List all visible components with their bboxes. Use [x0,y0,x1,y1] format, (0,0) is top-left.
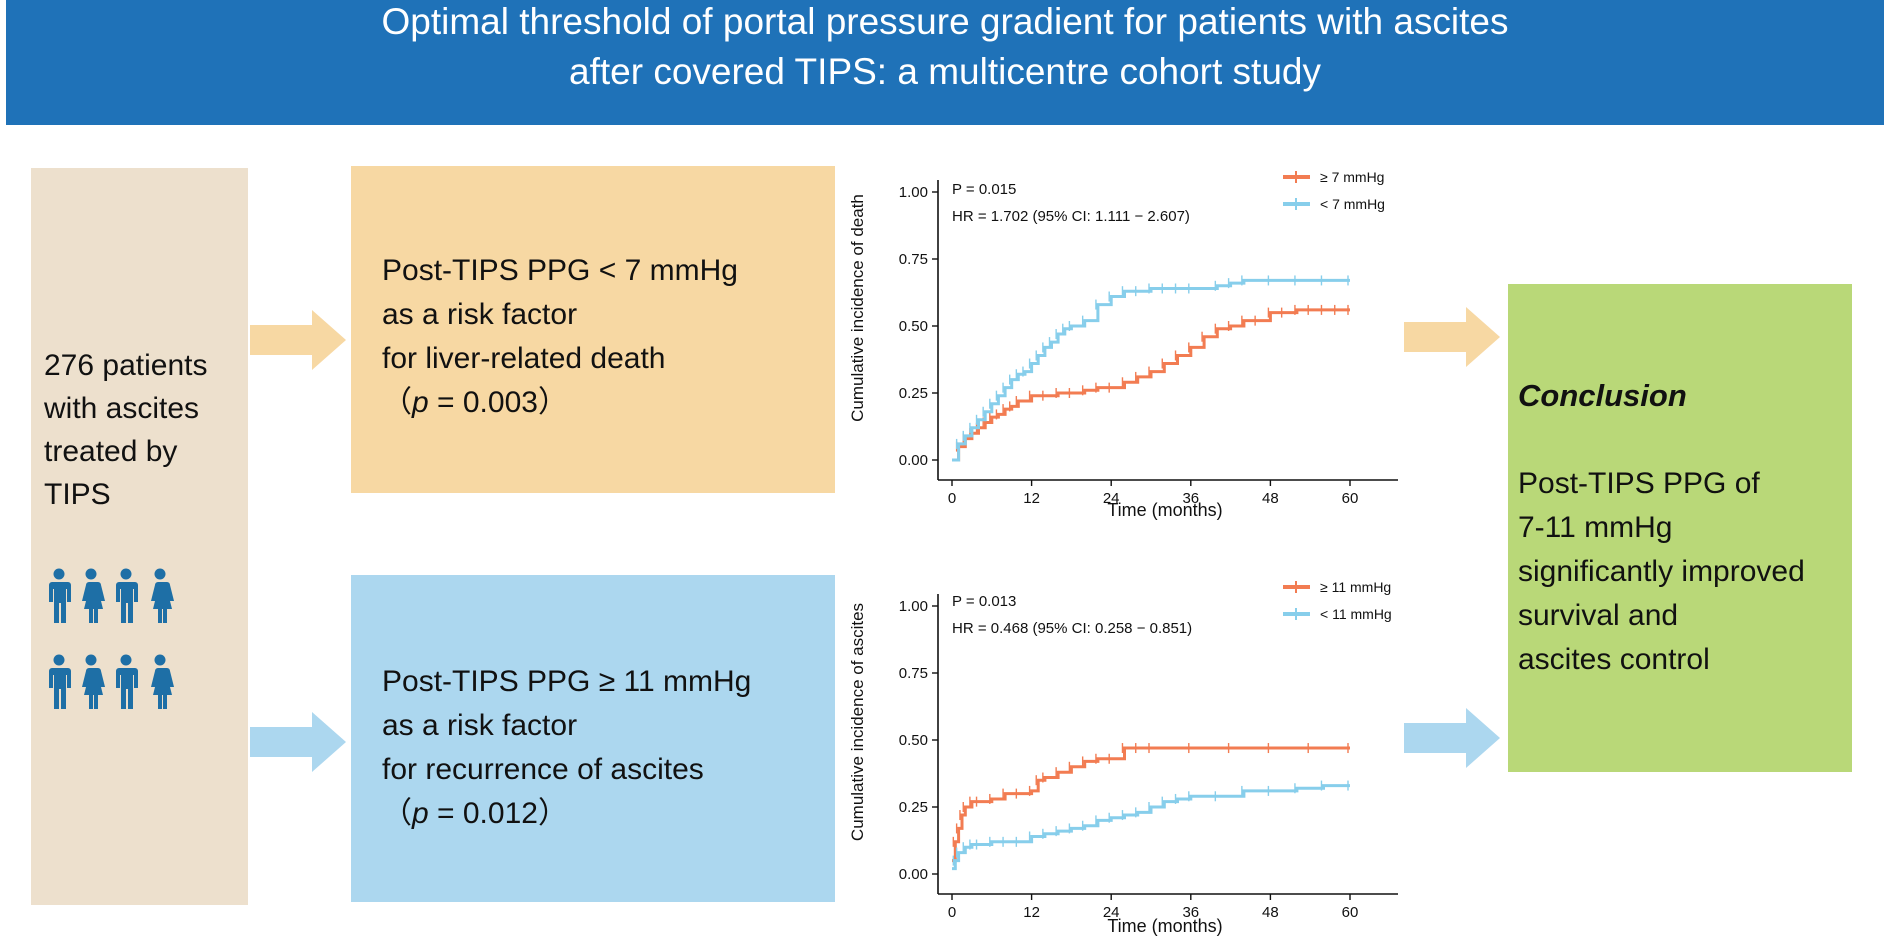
finding-death-text: Post-TIPS PPG < 7 mmHg as a risk factor … [382,249,738,425]
y-tick-label: 1.00 [899,598,928,615]
finding-line: Post-TIPS PPG ≥ 11 mmHg [382,665,752,698]
arrow-right-icon [1404,708,1500,768]
finding-ascites-text: Post-TIPS PPG ≥ 11 mmHg as a risk factor… [382,660,751,836]
p-value: （p = 0.012） [382,797,568,830]
cohort-panel [31,168,248,905]
y-axis-label: Cumulative incidence of death [848,194,867,422]
conclusion-line: survival and [1518,599,1679,632]
x-axis-label: Time (months) [1107,916,1222,936]
x-tick-label: 0 [948,904,956,921]
arrow-right-icon [1404,307,1500,367]
y-tick-label: 0.25 [899,385,928,402]
y-tick-label: 1.00 [899,184,928,201]
x-tick-label: 36 [1182,904,1199,921]
x-tick-label: 0 [948,490,956,507]
arrow-right-icon [250,310,346,370]
finding-line: as a risk factor [382,298,578,331]
ascites-incidence-chart: Cumulative incidence of ascites Time (mo… [848,579,1398,936]
x-tick-label: 60 [1342,490,1359,507]
p-annotation: P = 0.015 [952,181,1016,198]
cohort-line: TIPS [44,478,111,511]
finding-death-box [351,166,835,493]
y-tick-label: 0.25 [899,799,928,816]
series-line-1 [952,784,1350,871]
hr-annotation: HR = 0.468 (95% CI: 0.258 − 0.851) [952,620,1192,637]
finding-line: Post-TIPS PPG < 7 mmHg [382,254,738,287]
x-tick-label: 48 [1262,490,1279,507]
legend-label: < 7 mmHg [1320,196,1385,212]
x-tick-label: 12 [1023,490,1040,507]
death-incidence-chart: Cumulative incidence of death Time (mont… [848,169,1398,520]
conclusion-line: 7-11 mmHg [1518,511,1673,544]
hr-annotation: HR = 1.702 (95% CI: 1.111 − 2.607) [952,208,1190,225]
conclusion-box [1508,284,1852,772]
cohort-line: 276 patients [44,349,208,382]
p-value: （p = 0.003） [382,386,568,419]
series-line-0 [952,746,1350,863]
x-tick-label: 36 [1182,490,1199,507]
arrow-right-icon [250,712,346,772]
title-line-2: after covered TIPS: a multicentre cohort… [569,51,1321,92]
finding-line: for liver-related death [382,342,666,375]
cohort-line: treated by [44,435,178,468]
conclusion-line: Post-TIPS PPG of [1518,467,1760,500]
legend-label: ≥ 7 mmHg [1320,169,1384,185]
y-tick-label: 0.00 [899,452,928,469]
p-annotation: P = 0.013 [952,593,1016,610]
series-line-0 [952,308,1350,462]
x-tick-label: 48 [1262,904,1279,921]
title-line-1: Optimal threshold of portal pressure gra… [381,1,1509,42]
legend-label: < 11 mmHg [1320,606,1392,622]
conclusion-title: Conclusion [1518,378,1687,413]
cohort-line: with ascites [44,392,200,425]
y-tick-label: 0.50 [899,318,928,335]
finding-line: as a risk factor [382,709,578,742]
y-tick-label: 0.50 [899,732,928,749]
people-icon [49,568,174,709]
header-banner: Optimal threshold of portal pressure gra… [6,0,1884,125]
cohort-description: 276 patients with ascites treated by TIP… [44,344,244,516]
finding-ascites-box [351,575,835,902]
x-tick-label: 12 [1023,904,1040,921]
y-tick-label: 0.75 [899,665,928,682]
y-tick-label: 0.00 [899,866,928,883]
y-tick-label: 0.75 [899,251,928,268]
x-tick-label: 24 [1103,490,1120,507]
x-tick-label: 24 [1103,904,1120,921]
x-tick-label: 60 [1342,904,1359,921]
conclusion-line: ascites control [1518,643,1710,676]
legend-label: ≥ 11 mmHg [1320,579,1391,595]
conclusion-text: Post-TIPS PPG of 7-11 mmHg significantly… [1518,462,1858,682]
finding-line: for recurrence of ascites [382,753,704,786]
conclusion-line: significantly improved [1518,555,1805,588]
series-line-1 [952,278,1350,462]
y-axis-label: Cumulative incidence of ascites [848,603,867,841]
x-axis-label: Time (months) [1107,500,1222,520]
